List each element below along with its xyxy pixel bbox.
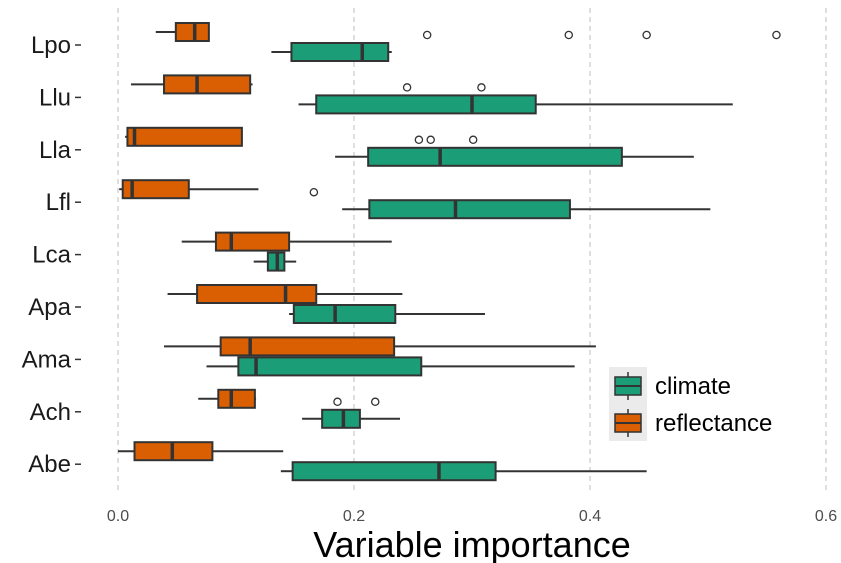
reflectance-box-Abe <box>118 442 283 460</box>
climate-box-Ama <box>207 357 575 375</box>
y-tick-label: Lca <box>32 242 71 269</box>
outlier-point <box>424 31 431 38</box>
reflectance-box-Lpo <box>156 23 209 41</box>
box-iqr <box>164 75 250 93</box>
box-iqr <box>294 305 395 323</box>
x-tick-label: 0.6 <box>815 508 837 525</box>
outlier-point <box>310 189 317 196</box>
box-iqr <box>127 128 241 146</box>
outlier-point <box>565 31 572 38</box>
climate-box-Lpo <box>271 31 780 61</box>
y-tick-label: Ach <box>30 399 71 426</box>
reflectance-box-Lca <box>182 233 392 251</box>
x-tick-label: 0.4 <box>579 508 601 525</box>
box-iqr <box>369 200 570 218</box>
climate-box-Abe <box>281 462 647 480</box>
outlier-point <box>415 136 422 143</box>
box-iqr <box>238 357 421 375</box>
reflectance-box-Lla <box>125 128 242 146</box>
outlier-point <box>478 84 485 91</box>
outlier-point <box>404 84 411 91</box>
box-iqr <box>322 410 360 428</box>
box-iqr <box>368 148 622 166</box>
legend: climate reflectance <box>609 367 772 441</box>
y-axis: Lpo Llu Lla Lfl Lca Apa Ama Ach Abe <box>22 32 81 478</box>
box-iqr <box>176 23 209 41</box>
y-tick-label: Lfl <box>46 189 71 216</box>
outlier-point <box>643 31 650 38</box>
outlier-point <box>427 136 434 143</box>
climate-box-Lla <box>335 136 694 166</box>
y-tick-label: Ama <box>22 346 72 373</box>
outlier-point <box>773 31 780 38</box>
outlier-point <box>470 136 477 143</box>
box-iqr <box>218 390 255 408</box>
box-iqr <box>221 337 394 355</box>
climate-box-Llu <box>299 84 733 114</box>
x-tick-label: 0.2 <box>343 508 365 525</box>
y-tick-label: Apa <box>28 294 71 321</box>
box-iqr <box>293 462 496 480</box>
y-tick-label: Llu <box>39 84 71 111</box>
x-axis-title: Variable importance <box>313 524 631 563</box>
reflectance-box-Apa <box>168 285 403 303</box>
climate-box-Apa <box>289 305 485 323</box>
legend-label: reflectance <box>655 410 772 437</box>
y-tick-label: Lpo <box>31 32 71 59</box>
box-iqr <box>316 95 535 113</box>
reflectance-box-Llu <box>131 75 253 93</box>
outlier-point <box>372 398 379 405</box>
climate-box-Lca <box>254 253 296 271</box>
y-tick-label: Lla <box>39 137 72 164</box>
outlier-point <box>334 398 341 405</box>
reflectance-box-Ach <box>198 390 256 408</box>
x-axis: 0.0 0.2 0.4 0.6 <box>107 508 837 525</box>
climate-box-Ach <box>302 398 400 428</box>
box-iqr <box>291 43 388 61</box>
legend-label: climate <box>655 373 731 400</box>
climate-box-Lfl <box>310 189 710 219</box>
reflectance-box-Lfl <box>119 180 258 198</box>
reflectance-box-Ama <box>164 337 596 355</box>
y-tick-label: Abe <box>28 451 71 478</box>
x-tick-label: 0.0 <box>107 508 129 525</box>
box-iqr <box>216 233 289 251</box>
box-iqr <box>197 285 316 303</box>
